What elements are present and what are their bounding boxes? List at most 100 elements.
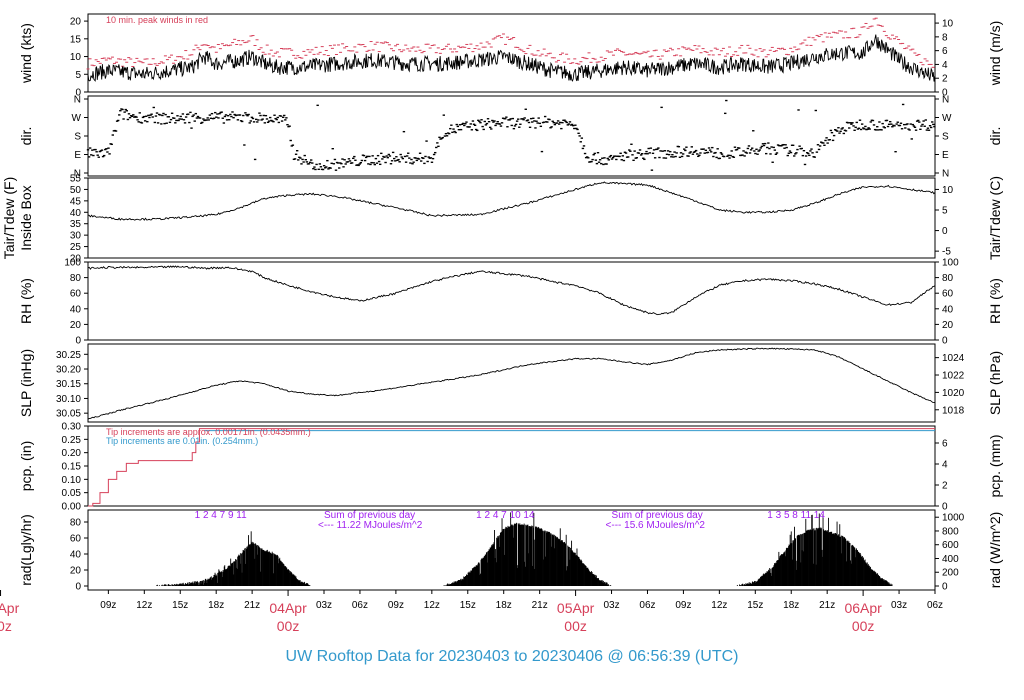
temp-panel-ytick-label-left: 50 [70,185,82,196]
x-tick-label: 03z [316,600,332,611]
rad-panel-ytick-label-right: 1000 [942,513,965,524]
x-tick-label: 12z [136,600,152,611]
x-tick-label: 06z [639,600,655,611]
rad-panel-ytick-label-right: 200 [942,568,959,579]
pcp-panel-ytick-label-left: 0.10 [62,475,82,486]
dir-panel-ytick-label-left: N [74,169,81,180]
x-tick-label: 09z [388,600,404,611]
x-tick-label: 12z [711,600,727,611]
rad-panel-ytick-label-left: 0 [75,582,81,593]
wind-panel-ylabel-right: wind (m/s) [987,21,1003,87]
rad-note-line2: <--- 15.6 MJoules/m^2 [606,520,706,531]
dir-panel-ytick-label-right: N [942,95,949,106]
dir-panel-ytick-label-left: W [72,113,82,124]
pcp-panel-ytick-label-right: 2 [942,481,948,492]
x-tick-label: 06z [352,600,368,611]
wind-panel-ytick-label-right: 0 [942,88,948,99]
rh-panel-ylabel-right: RH (%) [987,278,1003,324]
x-tick-label: 18z [783,600,799,611]
pcp-panel-ylabel-left: pcp. (in) [18,441,34,492]
x-day-time: 00z [852,618,875,634]
rad-panel-ytick-label-right: 800 [942,526,959,537]
rh-panel-ytick-label-right: 100 [942,258,959,269]
rad-note-line1: Sum of previous day [324,510,415,521]
rh-panel-ytick-label-right: 60 [942,289,954,300]
temp-panel-ytick-label-left: 35 [70,219,82,230]
x-day-time: 00z [277,618,300,634]
x-day-label: 05Apr [557,600,595,616]
pcp-panel-ytick-label-right: 0 [942,502,948,513]
x-tick-label: 12z [424,600,440,611]
temp-panel-frame [87,177,936,259]
pcp-panel-ytick-label-left: 0.30 [62,422,82,433]
x-tick-label: 18z [496,600,512,611]
rh-panel-ytick-label-right: 80 [942,273,954,284]
dir-panel-ytick-label-left: N [74,95,81,106]
dir-panel-ylabel-left: dir. [18,127,34,146]
pcp-panel-ylabel-right: pcp. (mm) [987,435,1003,498]
dir-panel-ylabel-right: dir. [987,127,1003,146]
slp-panel-ytick-label-left: 30.25 [56,350,81,361]
wind-panel-ytick-label-left: 10 [70,52,82,63]
temp-panel-ytick-label-right: 10 [942,185,954,196]
rad-panel-ytick-label-left: 60 [70,534,82,545]
slp-panel-ylabel-left: SLP (inHg) [18,349,34,417]
rad-panel-ytick-label-right: 600 [942,540,959,551]
rad-panel-ylabel-right: rad (W/m^2) [987,512,1003,589]
dir-panel-ytick-label-right: E [942,150,949,161]
slp-panel-ytick-label-right: 1024 [942,353,965,364]
wind-panel-ytick-label-left: 15 [70,34,82,45]
temp-panel-ylabel-right: Tair/Tdew (C) [987,176,1003,260]
rad-note-line2: <--- 11.22 MJoules/m^2 [318,520,423,531]
dir-panel-frame [87,95,936,177]
x-tick-label: 09z [675,600,691,611]
x-tick-label: 15z [460,600,476,611]
x-day-time: 00z [564,618,587,634]
rad-note-line1: Sum of previous day [612,510,703,521]
wind-panel-ylabel-left: wind (kts) [18,23,34,84]
temp-panel-ytick-label-left: 20 [70,254,82,265]
wind-panel-frame [87,13,936,93]
x-tick-label: 06z [927,600,943,611]
wind-annotation: 10 min. peak winds in red [106,15,208,25]
wind-panel-ytick-label-left: 5 [75,70,81,81]
wind-panel-ytick-label-right: 4 [942,60,948,71]
pcp-panel-ytick-label-right: 6 [942,439,948,450]
rh-panel-ytick-label-left: 80 [70,273,82,284]
x-tick-label: 15z [172,600,188,611]
rad-hour-markers: 1 3 5 8 11 14 [767,510,825,521]
temp-panel-ytick-label-right: -5 [942,247,951,258]
slp-panel-ylabel-right: SLP (hPa) [987,351,1003,415]
rh-panel-ytick-label-left: 100 [64,258,81,269]
x-tick-label: 03z [603,600,619,611]
wind-panel-ytick-label-right: 2 [942,74,948,85]
rh-panel-ytick-label-left: 0 [75,336,81,347]
rad-panel-ytick-label-left: 80 [70,518,82,529]
wind-panel-ytick-label-right: 8 [942,32,948,43]
wind-panel-ytick-label-right: 10 [942,19,954,30]
pcp-note: Tip increments are 0.01in. (0.254mm.) [106,436,258,446]
wind-panel-ytick-label-left: 0 [75,88,81,99]
footer-title: UW Rooftop Data for 20230403 to 20230406… [285,648,739,665]
temp-panel-ylabel-left: Tair/Tdew (F) [1,177,17,259]
wind-mean-line [87,34,936,82]
x-tick-label: 03z [891,600,907,611]
pcp-panel-ytick-label-right: 4 [942,460,948,471]
pcp-line [88,428,935,507]
x-tick-label: 21z [532,600,548,611]
pcp-panel-ytick-label-left: 0.05 [62,488,82,499]
slp-panel-ytick-label-right: 1020 [942,388,965,399]
slp-panel-ytick-label-left: 30.20 [56,365,81,376]
dir-panel-ytick-label-right: N [942,169,949,180]
rh-panel-ylabel-left: RH (%) [18,278,34,324]
slp-panel-ytick-label-left: 30.15 [56,379,81,390]
slp-panel-ytick-label-right: 1018 [942,405,965,416]
x-day-time: 00z [0,618,12,634]
temp-panel-ytick-label-left: 25 [70,242,82,253]
rh-panel-frame [87,261,936,341]
wind-panel-ytick-label-left: 20 [70,17,82,28]
x-tick-label: 21z [819,600,835,611]
temp-panel-ylabel-left2: Inside Box [18,185,34,250]
rad-panel-frame [87,509,936,591]
rh-panel-ytick-label-left: 20 [70,320,82,331]
